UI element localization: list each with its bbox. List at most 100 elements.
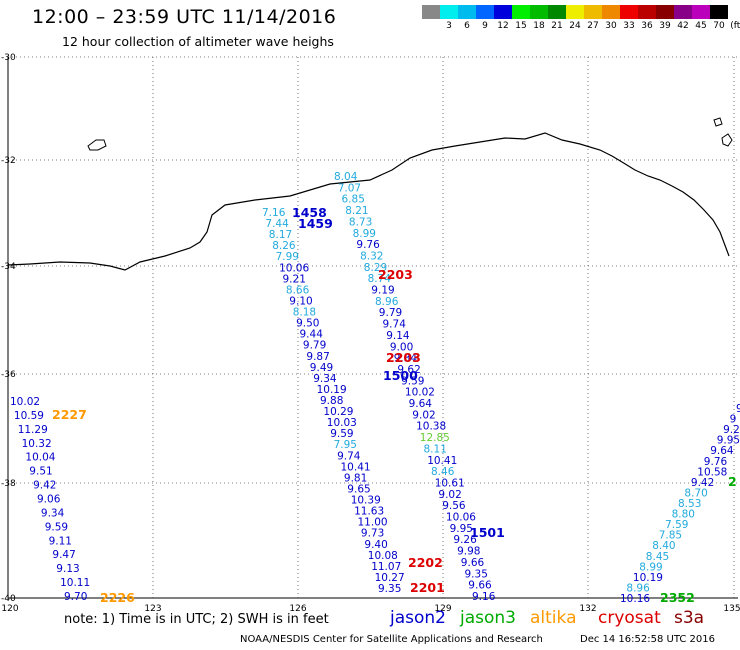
pass-time-label: 2227	[52, 407, 87, 422]
track-a-wave-height: 9.40	[364, 539, 387, 551]
track-a-wave-height: 9.81	[344, 472, 367, 484]
lon-label: 135	[723, 604, 740, 614]
track-a-wave-height: 9.74	[337, 450, 361, 462]
color-scale-swatch	[530, 5, 548, 19]
track-b-wave-height: 8.11	[424, 443, 447, 455]
track-b-wave-height: 10.41	[427, 455, 457, 467]
track-b-wave-height: 10.06	[446, 512, 476, 524]
track-b-wave-height: 9.79	[379, 307, 402, 319]
track-d-wave-height: 7.85	[659, 530, 682, 542]
track-a-wave-height: 7.44	[265, 218, 289, 230]
track-c-wave-height: 9.70	[64, 591, 87, 603]
color-scale-label: 36	[641, 21, 653, 31]
track-d-wave-height: 8.70	[684, 487, 707, 499]
color-scale-label: 45	[695, 21, 707, 31]
track-b-wave-height: 9.35	[465, 568, 488, 580]
track-b-wave-height: 9.74	[383, 319, 407, 331]
pass-time-label: 2202	[408, 555, 443, 570]
color-scale-swatch	[566, 5, 584, 19]
track-b-wave-height: 8.96	[375, 296, 399, 308]
pass-time-label: 2	[728, 474, 737, 489]
track-b-wave-height: 9.95	[450, 523, 473, 535]
credit-date: Dec 14 16:52:58 UTC 2016	[580, 634, 715, 645]
pass-time-label: 1501	[470, 525, 505, 540]
color-scale-swatch	[422, 5, 440, 19]
color-scale-swatch	[674, 5, 692, 19]
australia-coastline	[7, 132, 730, 271]
track-a-wave-height: 8.17	[269, 229, 292, 241]
track-a-wave-height: 8.66	[286, 284, 310, 296]
track-b-wave-height: 9.14	[386, 330, 410, 342]
track-b-wave-height: 12.85	[420, 432, 450, 444]
legend-cryosat: cryosat	[598, 608, 661, 628]
track-b-wave-height: 10.38	[416, 421, 446, 433]
pass-time-label: 1459	[298, 216, 333, 231]
color-scale-label: 33	[623, 21, 635, 31]
track-c-wave-height: 9.51	[29, 466, 52, 478]
track-a-wave-height: 7.99	[276, 251, 299, 263]
track-b-wave-height: 10.61	[435, 478, 465, 490]
color-scale-label: 15	[515, 21, 527, 31]
track-c-wave-height: 9.06	[37, 494, 61, 506]
color-scale-label: 6	[464, 21, 470, 31]
track-d-wave-height: 10.58	[697, 466, 727, 478]
legend-note: note: 1) Time is in UTC; 2) SWH is in fe…	[64, 612, 329, 627]
lon-label: 126	[289, 604, 306, 614]
track-a-wave-height: 9.49	[310, 362, 333, 374]
map-grid	[8, 56, 738, 598]
pass-time-label: 2226	[100, 590, 135, 605]
track-d-wave-height: 9.2	[723, 424, 740, 436]
color-scale-label: 30	[605, 21, 617, 31]
color-scale-label: (ft)	[730, 21, 740, 31]
track-c-wave-height: 10.32	[22, 438, 52, 450]
track-c-wave-height: 10.11	[60, 577, 90, 589]
track-b-wave-height: 8.99	[353, 228, 376, 240]
track-b-wave-height: 8.74	[368, 273, 392, 285]
track-b-wave-height: 8.29	[364, 262, 387, 274]
track-a-wave-height: 10.27	[375, 572, 405, 584]
color-scale-swatch	[638, 5, 656, 19]
track-c-wave-height: 10.02	[10, 396, 40, 408]
track-c-wave-height: 9.47	[52, 549, 75, 561]
track-b-wave-height: 9.00	[390, 341, 413, 353]
color-scale-label: 9	[482, 21, 488, 31]
track-a-wave-height: 11.07	[371, 561, 401, 573]
track-b-wave-height: 6.85	[342, 194, 365, 206]
track-b-wave-height: 9.64	[409, 398, 433, 410]
island	[713, 117, 723, 127]
track-a-wave-height: 9.59	[330, 428, 353, 440]
island	[87, 139, 107, 151]
track-b-wave-height: 9.26	[453, 534, 477, 546]
track-a-wave-height: 9.50	[296, 318, 319, 330]
track-d-wave-height: 7.59	[665, 519, 688, 531]
island	[721, 133, 733, 147]
legend-jason3: jason3	[460, 608, 516, 628]
track-c-wave-height: 10.04	[25, 452, 55, 464]
color-scale-swatch	[692, 5, 710, 19]
track-b-wave-height: 8.21	[345, 205, 368, 217]
track-a-wave-height: 8.26	[272, 240, 296, 252]
color-scale-swatch	[656, 5, 674, 19]
color-scale-swatch	[494, 5, 512, 19]
track-d-wave-height: 8.96	[626, 582, 650, 594]
pass-time-label: 2203	[378, 267, 413, 282]
credit-org: NOAA/NESDIS Center for Satellite Applica…	[240, 634, 543, 645]
track-a-wave-height: 10.41	[341, 461, 371, 473]
track-a-wave-height: 7.95	[334, 439, 357, 451]
track-b-wave-height: 7.07	[338, 182, 361, 194]
track-a-wave-height: 9.65	[347, 484, 370, 496]
track-a-wave-height: 9.35	[378, 583, 401, 595]
track-d-wave-height: 8.53	[678, 498, 701, 510]
color-scale-label: 39	[659, 21, 671, 31]
color-scale-label: 12	[497, 21, 509, 31]
map-title: 12:00 – 23:59 UTC 11/14/2016	[32, 6, 337, 28]
track-a-wave-height: 10.29	[323, 406, 353, 418]
legend-s3a: s3a	[674, 608, 705, 628]
track-b-wave-height: 8.32	[360, 251, 383, 263]
track-d-wave-height: 9.64	[710, 445, 734, 457]
track-d-wave-height: 10.16	[620, 593, 650, 605]
track-a-wave-height: 11.00	[358, 517, 388, 529]
color-scale-swatch	[440, 5, 458, 19]
wave-height-tracks: 7.167.448.178.267.9910.069.218.669.108.1…	[10, 171, 740, 605]
